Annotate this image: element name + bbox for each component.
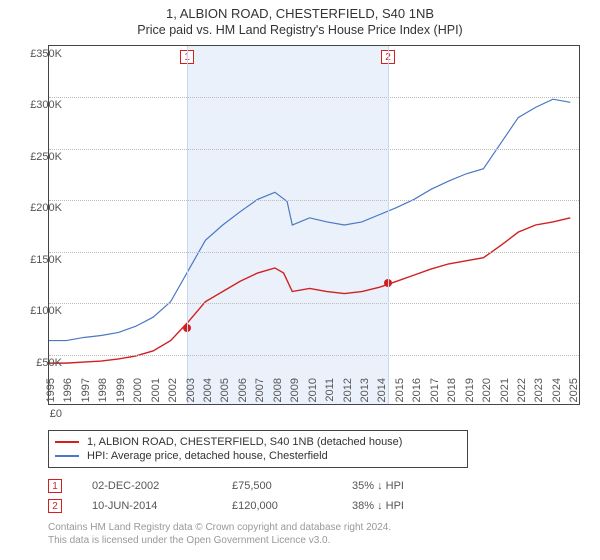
footer-line-1: Contains HM Land Registry data © Crown c… — [48, 522, 391, 535]
x-tick-label: 2021 — [499, 378, 511, 402]
legend-swatch-price — [55, 441, 79, 443]
chart-title-sub: Price paid vs. HM Land Registry's House … — [0, 23, 600, 37]
x-tick-label: 2007 — [254, 378, 266, 402]
gridline — [49, 200, 579, 201]
legend-swatch-hpi — [55, 455, 79, 457]
x-tick-label: 1997 — [80, 378, 92, 402]
x-tick-label: 2016 — [411, 378, 423, 402]
series-line-price_paid — [49, 218, 570, 363]
sale-row-marker: 2 — [48, 499, 62, 513]
x-tick-label: 2012 — [342, 378, 354, 402]
x-axis-labels: 1995 1996 1997 1998 1999 2000 2001 2002 2003 2004… — [48, 374, 580, 414]
y-tick-label: £50K — [36, 357, 62, 369]
sale-row-date: 02-DEC-2002 — [92, 480, 202, 492]
x-tick-label: 2000 — [132, 378, 144, 402]
legend-label-hpi: HPI: Average price, detached house, Ches… — [87, 450, 328, 462]
x-tick-label: 1995 — [45, 378, 57, 402]
x-tick-label: 2006 — [237, 378, 249, 402]
y-tick-label: £350K — [30, 48, 62, 60]
legend-item-hpi: HPI: Average price, detached house, Ches… — [55, 449, 461, 463]
x-tick-label: 2009 — [289, 378, 301, 402]
y-tick-label: £100K — [30, 305, 62, 317]
legend-item-price: 1, ALBION ROAD, CHESTERFIELD, S40 1NB (d… — [55, 435, 461, 449]
gridline — [49, 252, 579, 253]
chart-title-address: 1, ALBION ROAD, CHESTERFIELD, S40 1NB — [0, 6, 600, 21]
sale-row-date: 10-JUN-2014 — [92, 500, 202, 512]
y-tick-label: £250K — [30, 151, 62, 163]
x-tick-label: 2017 — [429, 378, 441, 402]
gridline — [49, 149, 579, 150]
x-tick-label: 2008 — [272, 378, 284, 402]
gridline — [49, 355, 579, 356]
sale-row-price: £75,500 — [232, 480, 322, 492]
x-tick-label: 2020 — [481, 378, 493, 402]
x-tick-label: 2002 — [167, 378, 179, 402]
y-tick-label: £150K — [30, 254, 62, 266]
x-tick-label: 1996 — [62, 378, 74, 402]
x-tick-label: 2003 — [185, 378, 197, 402]
sale-row-marker: 1 — [48, 479, 62, 493]
x-tick-label: 2018 — [446, 378, 458, 402]
shade-edge — [187, 46, 188, 404]
x-tick-label: 2010 — [307, 378, 319, 402]
x-tick-label: 2015 — [394, 378, 406, 402]
x-tick-label: 2004 — [202, 378, 214, 402]
legend-label-price: 1, ALBION ROAD, CHESTERFIELD, S40 1NB (d… — [87, 436, 402, 448]
x-tick-label: 1998 — [97, 378, 109, 402]
sale-row-vs-hpi: 35% ↓ HPI — [352, 480, 404, 492]
gridline — [49, 97, 579, 98]
series-line-hpi — [49, 99, 570, 340]
footer-line-2: This data is licensed under the Open Gov… — [48, 535, 391, 548]
shade-edge — [388, 46, 389, 404]
x-tick-label: 2022 — [516, 378, 528, 402]
chart-svg — [49, 46, 579, 404]
gridline — [49, 303, 579, 304]
x-tick-label: 1999 — [115, 378, 127, 402]
y-tick-label: £0 — [50, 408, 62, 420]
x-tick-label: 2024 — [551, 378, 563, 402]
x-tick-label: 2001 — [150, 378, 162, 402]
chart-plot-area: 12 — [48, 45, 580, 405]
legend-box: 1, ALBION ROAD, CHESTERFIELD, S40 1NB (d… — [48, 430, 468, 468]
x-tick-label: 2025 — [568, 378, 580, 402]
sale-row: 1 02-DEC-2002 £75,500 35% ↓ HPI — [48, 476, 404, 496]
y-tick-label: £200K — [30, 202, 62, 214]
copyright-footer: Contains HM Land Registry data © Crown c… — [48, 522, 391, 547]
sale-row-price: £120,000 — [232, 500, 322, 512]
sale-events-table: 1 02-DEC-2002 £75,500 35% ↓ HPI 2 10-JUN-2014… — [48, 476, 404, 516]
sale-row-vs-hpi: 38% ↓ HPI — [352, 500, 404, 512]
y-tick-label: £300K — [30, 99, 62, 111]
x-tick-label: 2014 — [376, 378, 388, 402]
x-tick-label: 2023 — [533, 378, 545, 402]
sale-row: 2 10-JUN-2014 £120,000 38% ↓ HPI — [48, 496, 404, 516]
x-tick-label: 2019 — [464, 378, 476, 402]
x-tick-label: 2013 — [359, 378, 371, 402]
x-tick-label: 2011 — [324, 378, 336, 402]
x-tick-label: 2005 — [219, 378, 231, 402]
